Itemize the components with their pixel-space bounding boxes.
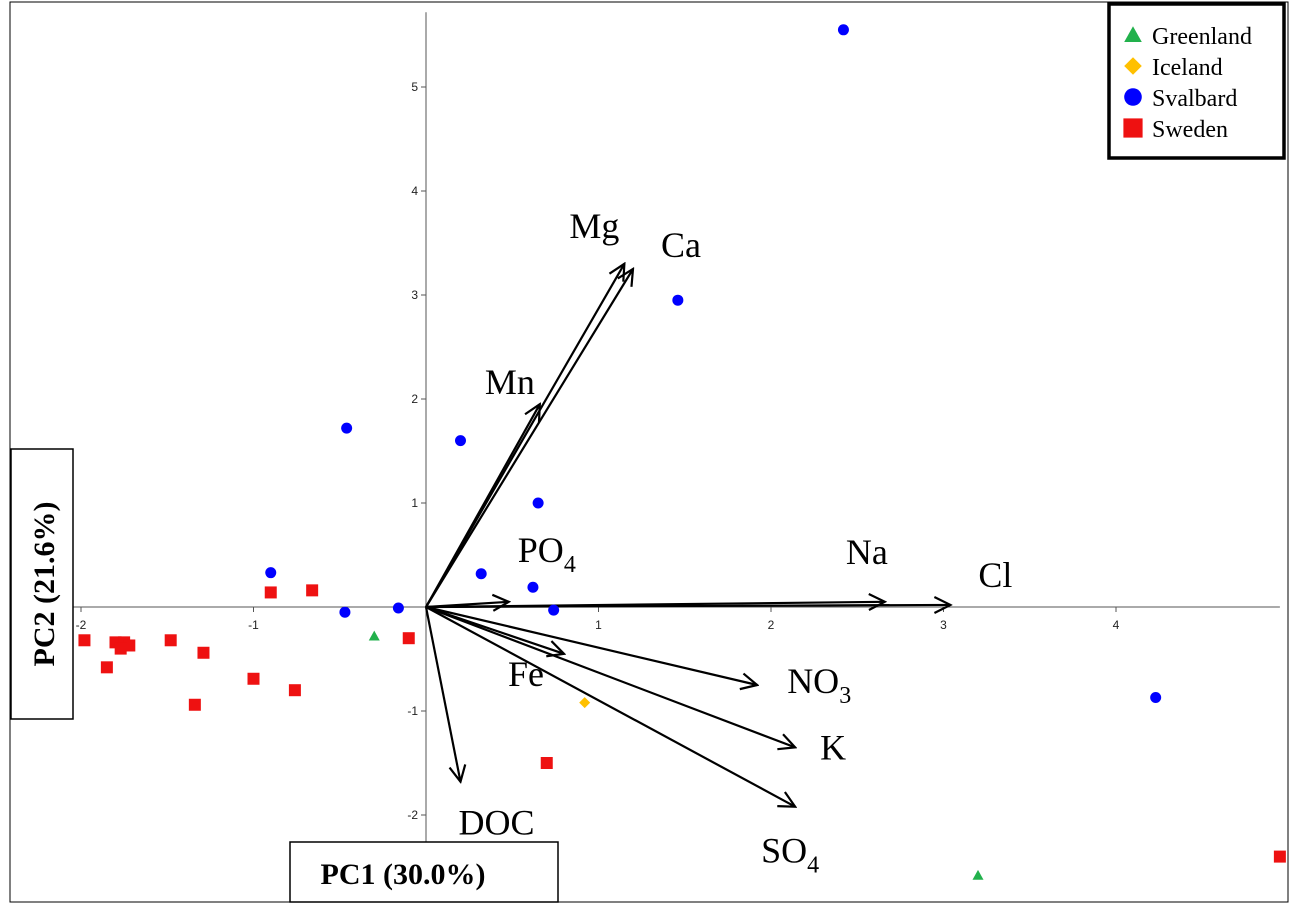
point-sweden bbox=[402, 632, 415, 645]
point-svalbard bbox=[392, 602, 404, 614]
y-tick-label: 3 bbox=[411, 288, 418, 302]
point-svalbard bbox=[341, 422, 353, 434]
legend-label-svalbard: Svalbard bbox=[1152, 86, 1237, 112]
point-sweden bbox=[540, 757, 553, 769]
x-axis-title: PC1 (30.0%) bbox=[321, 858, 486, 891]
loading-label-so: SO4 bbox=[761, 831, 819, 879]
loading-label-po: PO4 bbox=[518, 530, 576, 578]
y-tick-label: 1 bbox=[411, 496, 418, 510]
x-tick-label: 2 bbox=[768, 618, 775, 632]
legend-label-greenland: Greenland bbox=[1152, 24, 1252, 50]
point-sweden bbox=[78, 634, 91, 647]
loading-arrow-mn bbox=[425, 404, 540, 608]
loading-arrow-doc bbox=[424, 606, 461, 782]
loading-arrow-ca bbox=[425, 269, 633, 608]
loading-label-no: NO3 bbox=[787, 661, 851, 709]
y-axis-title-box: PC2 (21.6%) bbox=[10, 448, 74, 720]
point-svalbard bbox=[339, 606, 351, 618]
point-sweden bbox=[197, 646, 210, 659]
plot-frame bbox=[9, 1, 1289, 903]
x-tick-label: -1 bbox=[248, 618, 259, 632]
point-sweden bbox=[1273, 850, 1286, 863]
loading-arrow-so bbox=[425, 606, 795, 807]
loading-label-cl: Cl bbox=[978, 555, 1012, 595]
loading-label-mn: Mn bbox=[485, 362, 535, 402]
y-tick-label: 4 bbox=[411, 184, 418, 198]
legend-label-sweden: Sweden bbox=[1152, 117, 1228, 143]
legend-label-iceland: Iceland bbox=[1152, 55, 1223, 81]
loading-label-k: K bbox=[820, 727, 846, 767]
point-iceland bbox=[579, 697, 591, 709]
x-tick-label: -2 bbox=[76, 618, 87, 632]
legend-marker-sweden bbox=[1123, 118, 1143, 138]
loading-label-doc: DOC bbox=[458, 803, 534, 843]
loading-label-fe: Fe bbox=[508, 654, 544, 694]
y-tick-label: 5 bbox=[411, 80, 418, 94]
point-svalbard bbox=[265, 567, 277, 579]
x-tick-label: 4 bbox=[1113, 618, 1120, 632]
y-axis-title: PC2 (21.6%) bbox=[28, 502, 61, 667]
x-tick-label: 3 bbox=[940, 618, 947, 632]
point-sweden bbox=[306, 584, 319, 597]
loading-vectors: Mg Ca Mn PO4 Na Cl Fe NO3 K SO4 DOC bbox=[424, 206, 1012, 879]
legend: Greenland Iceland Svalbard Sweden bbox=[1107, 2, 1286, 160]
point-svalbard bbox=[527, 581, 539, 593]
point-svalbard bbox=[1150, 691, 1162, 703]
x-axis-title-box: PC1 (30.0%) bbox=[289, 841, 559, 903]
sample-points bbox=[78, 24, 1286, 880]
y-axis-ticks: -2 -1 1 2 3 4 5 bbox=[407, 80, 426, 822]
point-greenland bbox=[368, 630, 380, 641]
point-sweden bbox=[100, 661, 113, 674]
legend-marker-greenland bbox=[1124, 26, 1142, 43]
loading-arrow-cl bbox=[425, 605, 950, 607]
point-sweden bbox=[288, 684, 301, 697]
point-svalbard bbox=[455, 435, 466, 447]
loading-arrow-no bbox=[425, 605, 757, 685]
loading-label-mg: Mg bbox=[569, 206, 619, 246]
point-svalbard bbox=[672, 294, 684, 306]
loading-label-ca: Ca bbox=[661, 225, 701, 265]
point-svalbard bbox=[548, 604, 560, 616]
point-sweden bbox=[114, 642, 127, 655]
x-tick-label: 1 bbox=[595, 618, 602, 632]
point-sweden bbox=[188, 698, 201, 711]
legend-marker-svalbard bbox=[1124, 88, 1142, 106]
loading-arrow-k bbox=[425, 605, 795, 747]
point-svalbard bbox=[475, 568, 487, 580]
point-svalbard bbox=[837, 24, 849, 36]
point-sweden bbox=[264, 586, 277, 599]
y-tick-label: -2 bbox=[407, 808, 418, 822]
y-tick-label: -1 bbox=[407, 704, 418, 718]
point-sweden bbox=[164, 634, 177, 647]
point-greenland bbox=[972, 869, 984, 880]
point-svalbard bbox=[532, 497, 544, 509]
point-sweden bbox=[247, 672, 260, 685]
x-axis-ticks: -2 -1 1 2 3 4 bbox=[76, 607, 1120, 632]
legend-marker-iceland bbox=[1124, 57, 1142, 75]
y-tick-label: 2 bbox=[411, 392, 418, 406]
loading-label-na: Na bbox=[846, 532, 888, 572]
